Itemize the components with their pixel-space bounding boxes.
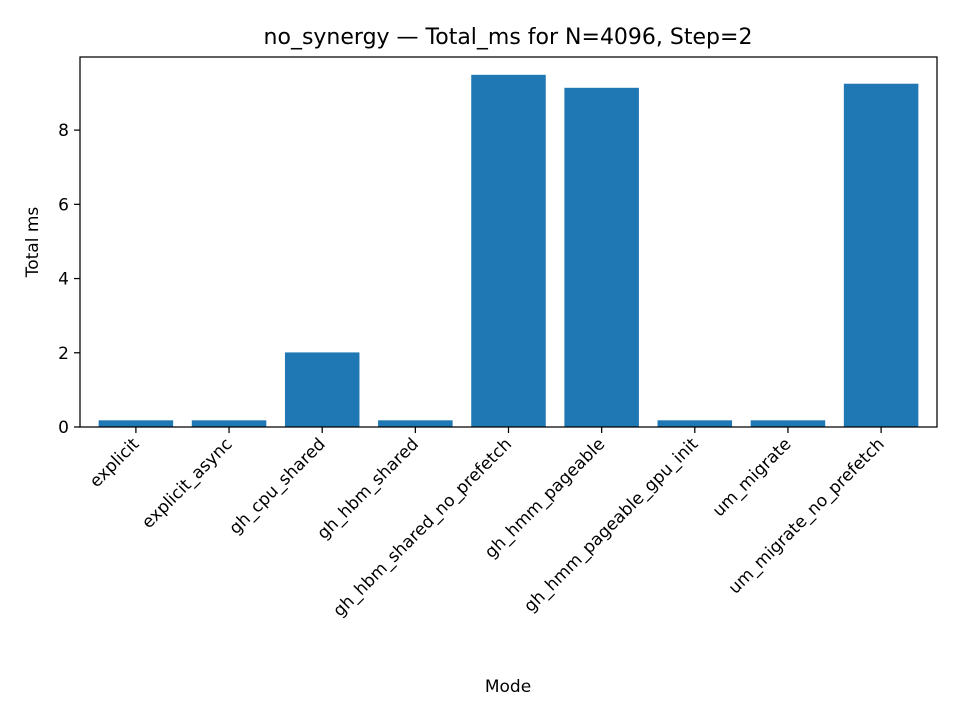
y-axis-label: Total ms [23, 207, 43, 279]
x-tick-label: gh_hbm_shared_no_prefetch [329, 434, 516, 621]
x-tick-label: explicit_async [138, 434, 236, 532]
y-tick-label: 8 [58, 121, 69, 141]
chart-title: no_synergy — Total_ms for N=4096, Step=2 [264, 25, 753, 50]
bars-group [98, 74, 919, 428]
x-axis: explicitexplicit_asyncgh_cpu_sharedgh_hb… [86, 427, 889, 621]
bar-gh-hmm-pageable [564, 87, 639, 428]
x-tick-label: gh_hmm_pageable_gpu_init [520, 434, 702, 616]
plot-frame [79, 56, 938, 428]
y-tick-label: 0 [58, 418, 69, 438]
x-tick-label: explicit [86, 434, 144, 492]
bar-explicit [98, 420, 174, 427]
bar-gh-hbm-shared [378, 420, 453, 427]
bar-explicit-async [191, 420, 267, 427]
x-tick-label: um_migrate_no_prefetch [725, 434, 889, 598]
bar-gh-hmm-pageable-gpu-init [657, 420, 733, 427]
bar-gh-cpu-shared [284, 352, 360, 427]
x-tick-label: gh_cpu_shared [225, 434, 329, 538]
bar-um-migrate [750, 420, 826, 427]
x-axis-label: Mode [485, 677, 531, 697]
y-axis: 0 2 4 6 8 [58, 121, 80, 438]
y-tick-label: 4 [58, 270, 69, 290]
bar-um-migrate-no-prefetch [843, 83, 919, 428]
x-tick-label: um_migrate [709, 434, 796, 521]
bar-gh-hbm-shared-no-prefetch [471, 74, 546, 427]
y-tick-label: 2 [58, 344, 69, 364]
x-tick-label: gh_hbm_shared [314, 434, 423, 543]
y-tick-label: 6 [58, 195, 69, 215]
